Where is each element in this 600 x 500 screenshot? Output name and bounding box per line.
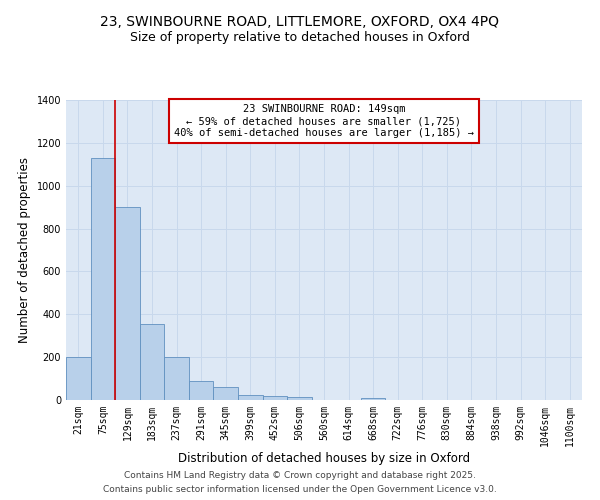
Bar [263,396,287,400]
Bar [238,394,263,400]
Text: Contains public sector information licensed under the Open Government Licence v3: Contains public sector information licen… [103,484,497,494]
Bar [361,398,385,400]
Text: 23 SWINBOURNE ROAD: 149sqm
← 59% of detached houses are smaller (1,725)
40% of s: 23 SWINBOURNE ROAD: 149sqm ← 59% of deta… [174,104,474,138]
Bar [115,207,140,400]
Bar [214,387,238,400]
Bar [91,158,115,400]
Bar [287,397,312,400]
Bar [66,357,91,400]
Y-axis label: Number of detached properties: Number of detached properties [18,157,31,343]
Text: Contains HM Land Registry data © Crown copyright and database right 2025.: Contains HM Land Registry data © Crown c… [124,472,476,480]
X-axis label: Distribution of detached houses by size in Oxford: Distribution of detached houses by size … [178,452,470,464]
Text: Size of property relative to detached houses in Oxford: Size of property relative to detached ho… [130,31,470,44]
Bar [189,380,214,400]
Text: 23, SWINBOURNE ROAD, LITTLEMORE, OXFORD, OX4 4PQ: 23, SWINBOURNE ROAD, LITTLEMORE, OXFORD,… [101,16,499,30]
Bar [164,357,189,400]
Bar [140,324,164,400]
